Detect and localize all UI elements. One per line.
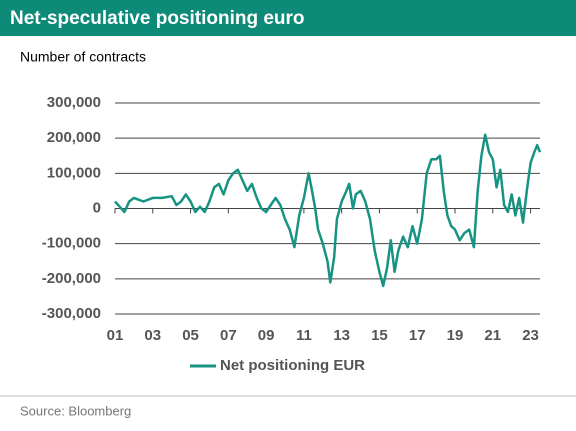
x-tick-label: 19 (447, 327, 464, 344)
chart-title: Net-speculative positioning euro (10, 8, 305, 29)
x-tick-label: 09 (258, 327, 275, 344)
y-tick-label: -100,000 (42, 235, 101, 252)
x-tick-label: 01 (107, 327, 124, 344)
source: Source: Bloomberg (20, 403, 131, 418)
header-bar (0, 0, 576, 36)
x-tick-label: 15 (371, 327, 388, 344)
y-tick-label: -300,000 (42, 305, 101, 322)
legend-label: Net positioning EUR (220, 357, 365, 374)
x-tick-label: 17 (409, 327, 426, 344)
x-tick-label: 13 (333, 327, 350, 344)
y-tick-label: 100,000 (47, 164, 101, 181)
x-tick-label: 21 (484, 327, 501, 344)
y-tick-label: -200,000 (42, 270, 101, 287)
x-tick-label: 03 (144, 327, 161, 344)
chart-subtitle: Number of contracts (20, 49, 146, 65)
y-tick-label: 300,000 (47, 94, 101, 111)
x-tick-label: 23 (522, 327, 539, 344)
series-line (114, 133, 542, 288)
y-tick-label: 0 (93, 199, 101, 216)
x-tick-label: 05 (182, 327, 199, 344)
x-tick-label: 07 (220, 327, 237, 344)
x-tick-label: 11 (296, 327, 312, 344)
y-tick-label: 200,000 (47, 129, 101, 146)
